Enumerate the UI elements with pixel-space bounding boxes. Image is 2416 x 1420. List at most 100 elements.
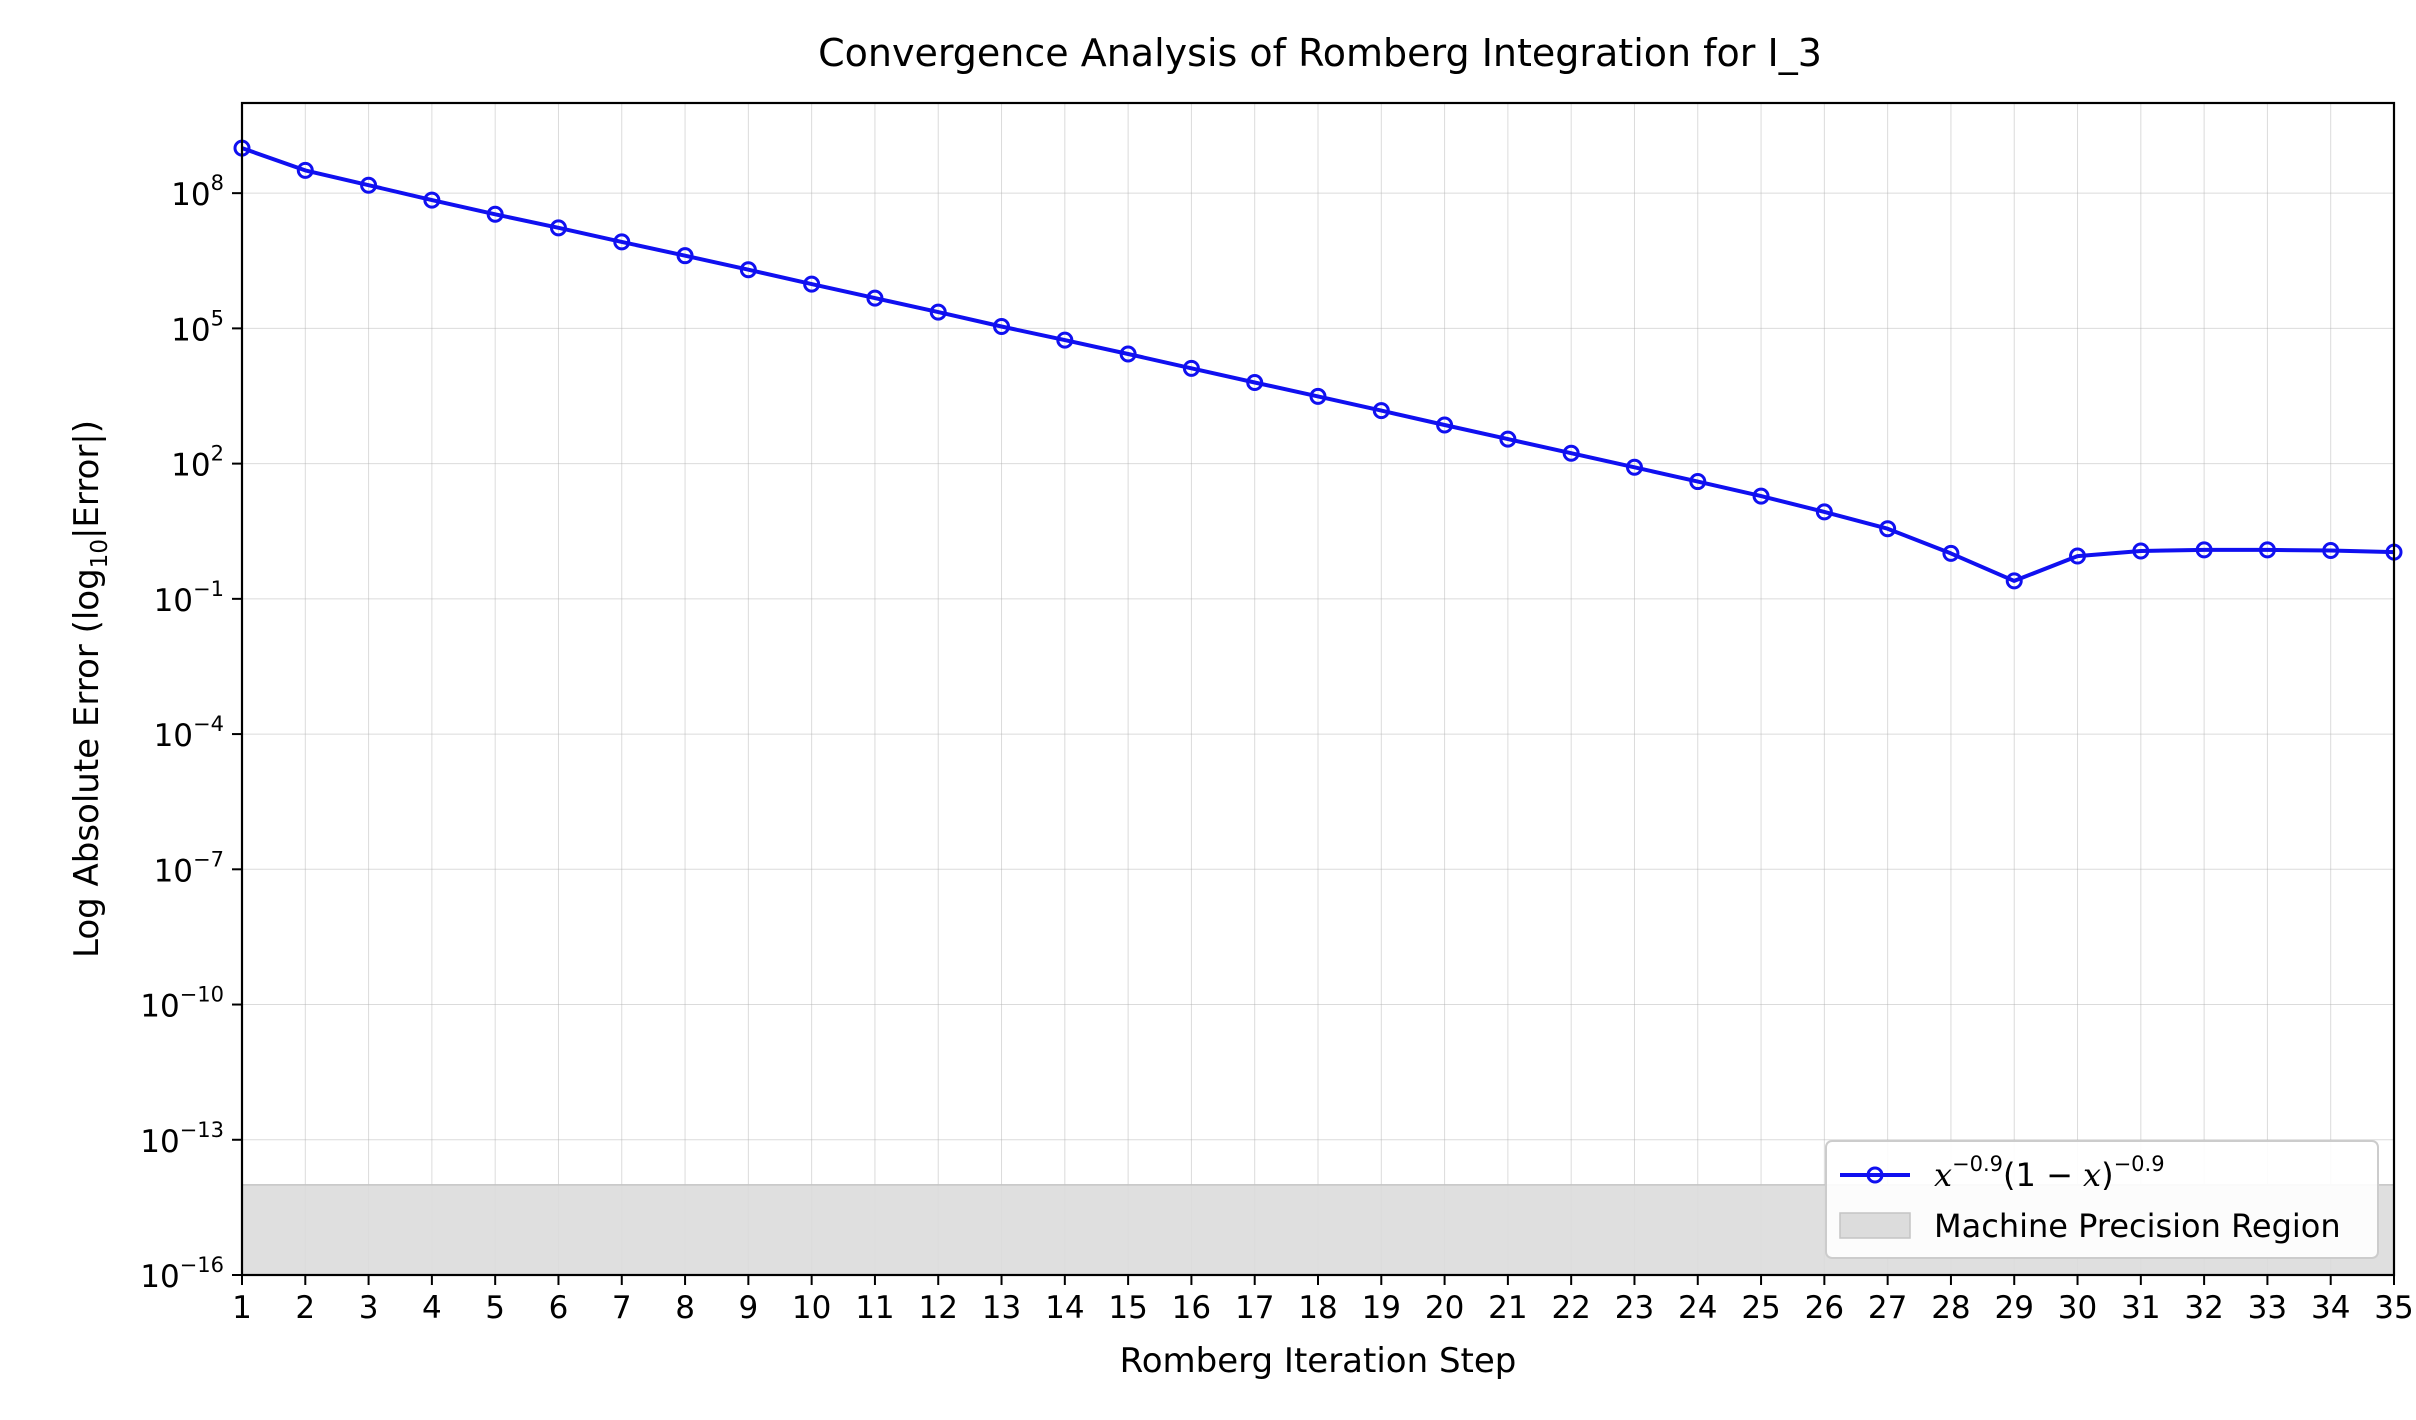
data-point (1562, 444, 1580, 462)
y-tick-label: 102 (171, 442, 224, 484)
data-point (1056, 331, 1074, 349)
legend-exp-1: −0.9 (1952, 1152, 2003, 1176)
data-point (1309, 387, 1327, 405)
data-point (1182, 359, 1200, 377)
x-tick-label: 26 (1805, 1290, 1844, 1326)
legend-region-label: Machine Precision Region (1934, 1207, 2341, 1245)
data-point (1625, 458, 1643, 476)
data-point (1119, 345, 1137, 363)
x-tick-label: 2 (295, 1290, 315, 1326)
data-point (2005, 572, 2023, 590)
x-tick-label: 30 (2058, 1290, 2097, 1326)
x-tick-label: 15 (1108, 1290, 1147, 1326)
data-point (2322, 542, 2340, 560)
y-axis-label-suffix: |Error|) (67, 420, 107, 539)
y-tick-label: 10−7 (154, 847, 224, 889)
series-line (241, 146, 2395, 583)
x-tick-label: 1 (232, 1290, 252, 1326)
data-point (2195, 541, 2213, 559)
x-tick-label: 19 (1362, 1290, 1401, 1326)
data-point (1246, 374, 1264, 392)
y-tick-label: 108 (171, 171, 224, 213)
legend-term-x2: x (2083, 1156, 2101, 1194)
x-tick-label: 27 (1868, 1290, 1907, 1326)
x-tick-label: 16 (1172, 1290, 1211, 1326)
y-tick-label: 10−13 (140, 1118, 224, 1160)
data-point (1689, 473, 1707, 491)
x-tick-label: 10 (792, 1290, 831, 1326)
x-tick-label: 28 (1931, 1290, 1970, 1326)
legend: x−0.9(1 − x)−0.9 Machine Precision Regio… (1825, 1140, 2379, 1259)
y-tick-label: 10−1 (154, 577, 224, 619)
x-tick-label: 24 (1678, 1290, 1717, 1326)
x-tick-label: 22 (1551, 1290, 1590, 1326)
data-point (1752, 487, 1770, 505)
x-tick-label: 32 (2184, 1290, 2223, 1326)
data-point (929, 303, 947, 321)
data-point (2132, 542, 2150, 560)
legend-term-x: x (1934, 1156, 1952, 1194)
data-point (613, 233, 631, 251)
chart-title: Convergence Analysis of Romberg Integrat… (818, 31, 1822, 75)
legend-box (1825, 1140, 2379, 1259)
legend-series-label: x−0.9(1 − x)−0.9 (1934, 1152, 2165, 1194)
x-tick-label: 8 (675, 1290, 695, 1326)
x-tick-label: 9 (738, 1290, 758, 1326)
data-point (1942, 544, 1960, 562)
data-point (803, 275, 821, 293)
data-point (993, 318, 1011, 336)
x-tick-label: 4 (422, 1290, 442, 1326)
x-tick-label: 12 (919, 1290, 958, 1326)
y-axis-label-subscript: 10 (87, 539, 113, 568)
data-point (423, 191, 441, 209)
x-tick-label: 34 (2311, 1290, 2350, 1326)
data-point (676, 247, 694, 265)
x-tick-label: 33 (2248, 1290, 2287, 1326)
data-point (2258, 541, 2276, 559)
x-tick-label: 29 (1995, 1290, 2034, 1326)
x-tick-label: 25 (1741, 1290, 1780, 1326)
x-tick-label: 13 (982, 1290, 1021, 1326)
data-point (1372, 402, 1390, 420)
data-point (296, 161, 314, 179)
y-axis: 10−16 10−13 10−10 10−7 10−4 10−1 102 105 108 (140, 171, 242, 1295)
legend-term-paren: (1 − (2003, 1156, 2083, 1194)
series-layer (233, 139, 2403, 590)
x-tick-label: 23 (1615, 1290, 1654, 1326)
data-point (1815, 503, 1833, 521)
x-tick-label: 31 (2121, 1290, 2160, 1326)
x-tick-label: 3 (359, 1290, 379, 1326)
x-tick-label: 20 (1425, 1290, 1464, 1326)
data-point (549, 219, 567, 237)
x-tick-label: 14 (1045, 1290, 1084, 1326)
y-axis-label-prefix: Log Absolute Error (log (67, 568, 107, 958)
legend-series-marker (1866, 1166, 1884, 1184)
legend-region-swatch (1839, 1212, 1911, 1239)
x-axis-label: Romberg Iteration Step (1120, 1341, 1517, 1381)
y-axis-label: Log Absolute Error (log10|Error|) (67, 420, 113, 958)
data-point (1436, 416, 1454, 434)
data-point (486, 205, 504, 223)
x-tick-label: 5 (485, 1290, 505, 1326)
legend-exp-2: −0.9 (2114, 1152, 2165, 1176)
y-tick-label: 10−10 (140, 983, 224, 1025)
x-tick-label: 18 (1298, 1290, 1337, 1326)
y-tick-label: 105 (171, 306, 224, 348)
legend-term-close: ) (2101, 1156, 2113, 1194)
x-tick-label: 11 (855, 1290, 894, 1326)
x-tick-label: 7 (612, 1290, 632, 1326)
data-point (1499, 430, 1517, 448)
data-point (1879, 520, 1897, 538)
x-tick-label: 35 (2374, 1290, 2413, 1326)
x-tick-label: 17 (1235, 1290, 1274, 1326)
x-tick-label: 6 (549, 1290, 569, 1326)
data-point (866, 289, 884, 307)
data-point (739, 261, 757, 279)
data-point (2069, 547, 2087, 565)
y-tick-label: 10−4 (154, 712, 224, 754)
y-tick-label: 10−16 (140, 1253, 224, 1295)
x-axis: 1 2 3 4 5 6 7 8 9 10 11 12 13 14 15 16 17 18 19 20 21 22 23 24 2… (232, 1275, 2414, 1326)
data-point (360, 176, 378, 194)
x-tick-label: 21 (1488, 1290, 1527, 1326)
